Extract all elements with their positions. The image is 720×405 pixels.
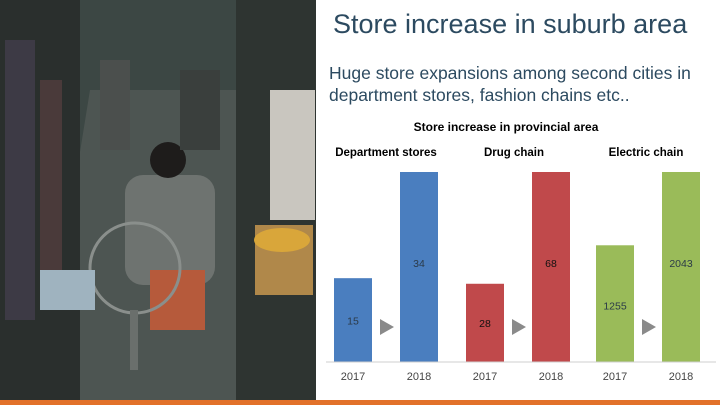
group-label-electric-chain: Electric chain [609,147,684,159]
slide-subtitle: Huge store expansions among second citie… [329,63,691,105]
bar-drug-chain-2017 [466,283,504,362]
street-photo-drawing [0,0,316,400]
chart-title: Store increase in provincial area [413,120,599,134]
data-label-drug-chain-2017: 28 [479,318,491,330]
growth-arrow-icon [512,319,526,335]
data-label-department-stores-2018: 34 [413,258,425,270]
x-tick-drug-chain-2017: 2017 [473,371,497,383]
data-label-drug-chain-2018: 68 [545,258,557,270]
data-label-electric-chain-2017: 1255 [603,300,627,312]
x-tick-drug-chain-2018: 2018 [539,371,563,383]
growth-arrow-icon [642,319,656,335]
bar-electric-chain-2018 [662,172,700,362]
x-tick-department-stores-2017: 2017 [341,371,365,383]
data-label-electric-chain-2018: 2043 [669,258,693,270]
store-increase-chart: Store increase in provincial area Depart… [316,112,720,400]
x-tick-electric-chain-2017: 2017 [603,371,627,383]
slide-title: Store increase in suburb area [333,9,688,39]
x-tick-department-stores-2018: 2018 [407,371,431,383]
data-label-department-stores-2017: 15 [347,315,359,327]
bottom-accent-bar [0,400,720,405]
bar-electric-chain-2017 [596,245,634,362]
growth-arrow-icon [380,319,394,335]
street-market-photo [0,0,316,400]
chart-canvas: Department stores 15 2017 34 2018 Drug chain 2… [326,147,716,383]
x-tick-electric-chain-2018: 2018 [669,371,693,383]
bar-department-stores-2017 [334,278,372,362]
bar-department-stores-2018 [400,172,438,362]
group-label-drug-chain: Drug chain [484,147,544,159]
bar-drug-chain-2018 [532,172,570,362]
group-label-department-stores: Department stores [335,147,437,159]
